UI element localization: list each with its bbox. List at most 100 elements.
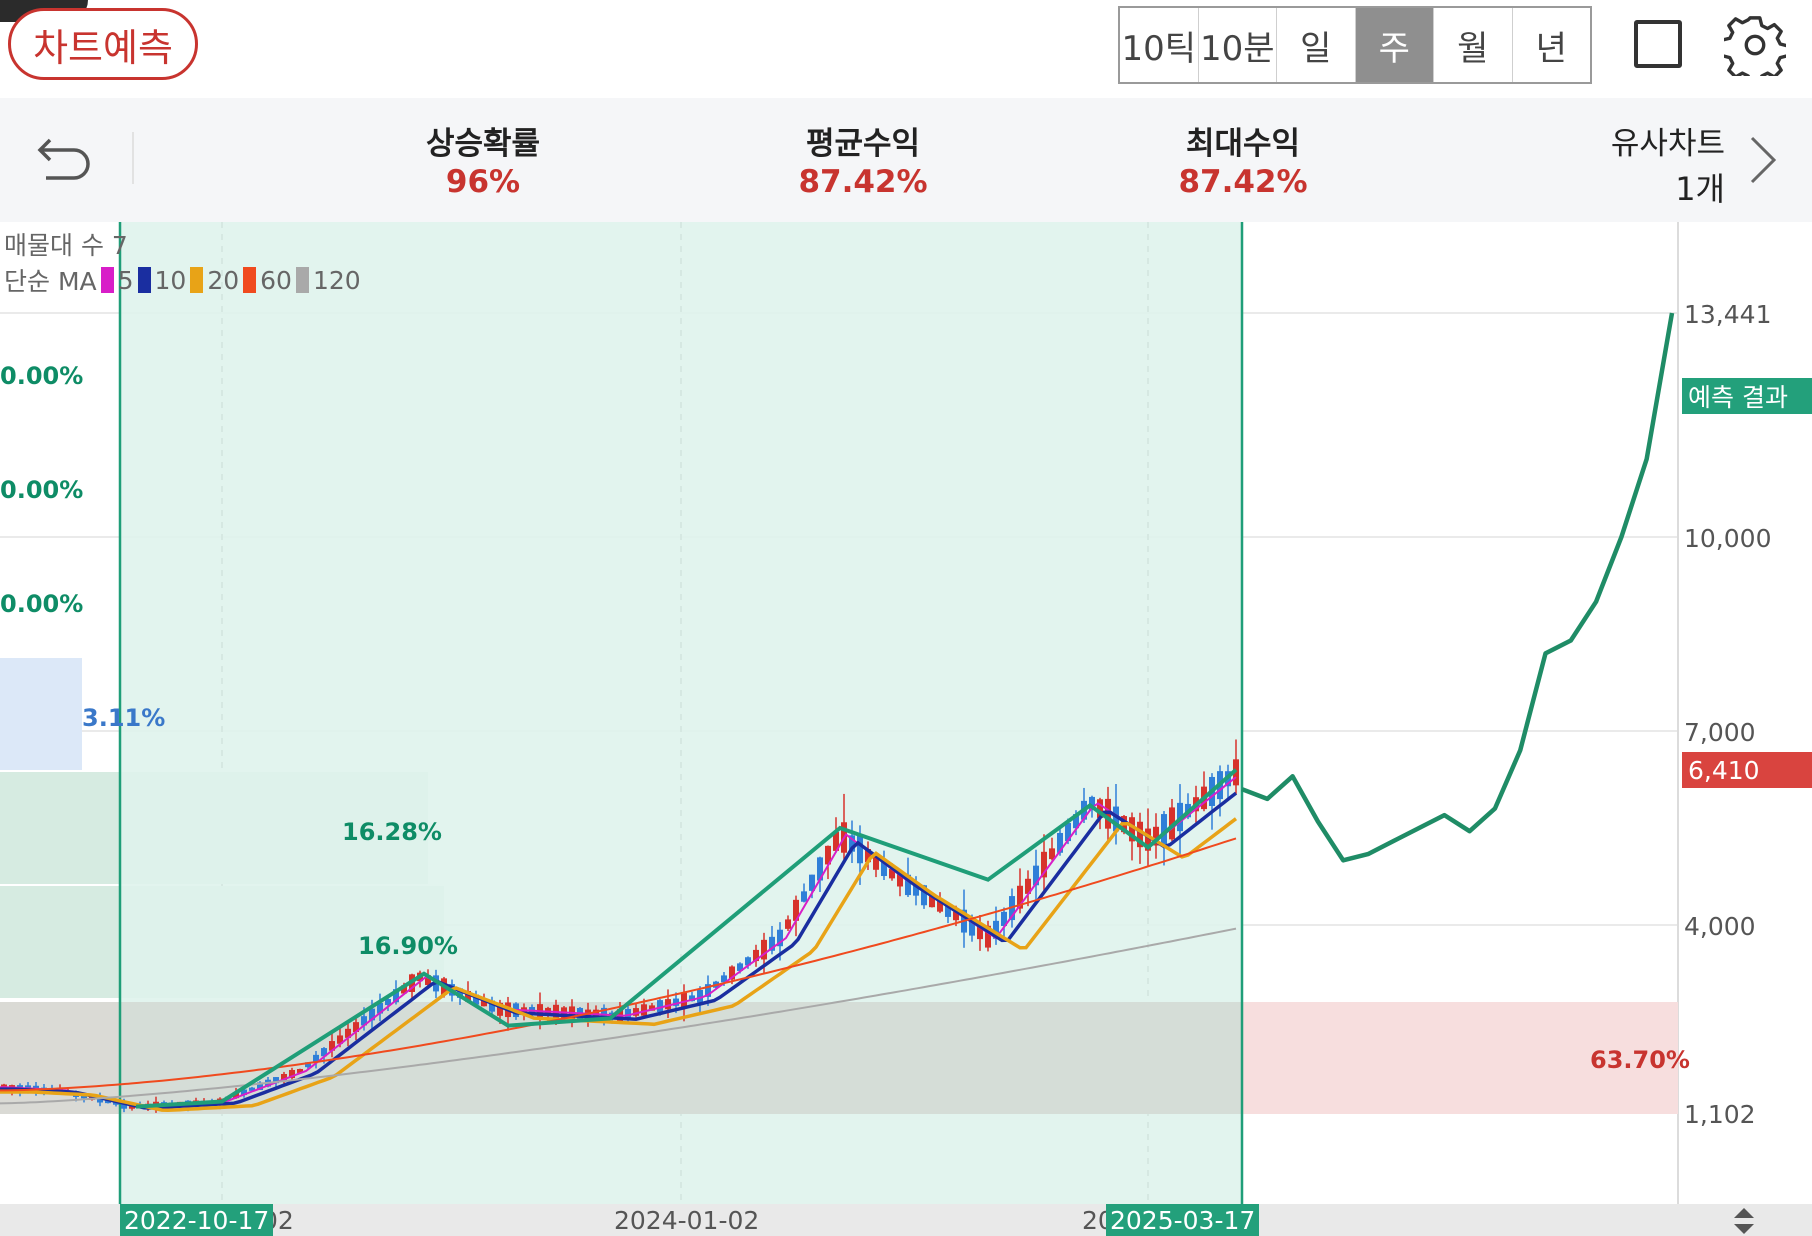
candle-body	[753, 949, 759, 962]
pattern-start-date-tag: 2022-10-17	[120, 1204, 274, 1236]
candle-body	[1089, 796, 1095, 810]
candle-body	[273, 1077, 279, 1084]
candle-body	[977, 923, 983, 940]
candle-body	[689, 995, 695, 1002]
ma60-label: 60	[260, 265, 292, 295]
candle-body	[1129, 817, 1135, 842]
candle-body	[241, 1089, 247, 1096]
candle-body	[1097, 799, 1103, 818]
candle-body	[361, 1016, 367, 1026]
prediction-stats-bar	[0, 98, 1812, 222]
undo-arrow-icon[interactable]	[34, 130, 96, 186]
profile-pct-label: 0.00%	[0, 590, 84, 618]
candle-body	[377, 1002, 383, 1014]
period-tab-10tick[interactable]: 10틱	[1120, 8, 1199, 82]
similar-charts-count[interactable]: 1개	[1675, 170, 1725, 208]
y-axis-label: 4,000	[1684, 912, 1756, 941]
period-tab-year[interactable]: 년	[1535, 28, 1567, 69]
y-axis-scale-handle-icon[interactable]	[1730, 1206, 1758, 1236]
prediction-result-tag: 예측 결과	[1682, 378, 1812, 414]
candle-body	[625, 1008, 631, 1019]
candle-body	[353, 1022, 359, 1033]
candle-body	[489, 1000, 495, 1012]
profile-pct-label: 0.00%	[0, 362, 84, 390]
candle-body	[809, 874, 815, 891]
candle-body	[665, 999, 671, 1010]
candle-body	[873, 853, 879, 870]
candle-body	[777, 929, 783, 947]
candle-body	[697, 989, 703, 1003]
candle-body	[1049, 848, 1055, 860]
candle-body	[785, 919, 791, 929]
price-chart[interactable]	[0, 222, 1812, 1236]
avg-return-label: 평균수익	[805, 126, 921, 162]
profile-pct-label: 3.11%	[82, 704, 166, 732]
ma120-line	[0, 927, 1237, 1105]
candle-body	[857, 835, 863, 864]
chevron-right-icon[interactable]	[1744, 130, 1784, 190]
similar-pattern-highlight	[0, 222, 1244, 1204]
candle-body	[313, 1054, 319, 1062]
candle-body	[321, 1048, 327, 1057]
y-axis-label: 13,441	[1684, 300, 1772, 329]
avg-return-value: 87.42%	[798, 164, 928, 200]
ma5-swatch	[100, 267, 114, 293]
candle-body	[1113, 806, 1119, 832]
gear-icon[interactable]	[1724, 14, 1786, 76]
candle-body	[457, 988, 463, 998]
x-axis-bar	[0, 1204, 1812, 1236]
candle-body	[993, 920, 999, 939]
profile-pct-label: 0.00%	[0, 476, 84, 504]
candle-body	[1153, 826, 1159, 846]
candle-body	[817, 857, 823, 881]
max-return-value: 87.42%	[1178, 164, 1308, 200]
ma5-label: 5	[117, 265, 134, 295]
candle-body	[633, 1008, 639, 1016]
candle-body	[945, 904, 951, 917]
prediction-series-line	[1241, 312, 1675, 863]
ma120-label: 120	[312, 265, 361, 295]
candle-body	[825, 845, 831, 865]
candle-body	[1025, 878, 1031, 894]
candle-body	[1145, 828, 1151, 851]
candle-body	[705, 984, 711, 997]
candle-body	[465, 990, 471, 1002]
candle-body	[937, 899, 943, 912]
moving-averages	[0, 776, 1238, 1113]
candle-body	[913, 884, 919, 896]
candle-body	[105, 1099, 111, 1104]
square-icon[interactable]	[1634, 20, 1682, 68]
candle-body	[1033, 865, 1039, 886]
candle-body	[1073, 814, 1079, 829]
candle-body	[833, 831, 839, 851]
candle-body	[641, 1004, 647, 1016]
candle-body	[1169, 807, 1175, 840]
candle-body	[1017, 885, 1023, 909]
candle-body	[953, 911, 959, 921]
period-tab-week[interactable]: 주	[1355, 8, 1434, 82]
rise-probability-value: 96%	[445, 164, 521, 200]
candle-body	[769, 936, 775, 951]
chart-predict-button[interactable]: 차트예측	[8, 8, 198, 80]
candle-body	[257, 1082, 263, 1091]
y-axis-label: 7,000	[1684, 718, 1756, 747]
rise-probability-label: 상승확률	[425, 126, 541, 162]
profile-band	[0, 658, 82, 770]
top-toolbar: 차트예측 10틱 10분 일 주 월 년	[0, 0, 1812, 98]
candle-body	[297, 1068, 303, 1073]
candle-body	[97, 1096, 103, 1103]
candle-body	[249, 1087, 255, 1091]
period-tab-day[interactable]: 일	[1277, 8, 1356, 82]
similar-charts-label[interactable]: 유사차트	[1610, 126, 1725, 162]
max-return-label: 최대수익	[1185, 126, 1301, 162]
candle-body	[865, 848, 871, 863]
candle-body	[1057, 832, 1063, 853]
period-tab-month[interactable]: 월	[1434, 8, 1513, 82]
candle-body	[289, 1069, 295, 1079]
pattern-line	[135, 768, 1238, 1109]
current-price-tag: 6,410	[1682, 752, 1812, 788]
divider	[132, 132, 134, 184]
period-tab-10min[interactable]: 10분	[1199, 8, 1277, 82]
ma20-swatch	[190, 267, 204, 293]
prediction-line	[1241, 312, 1675, 863]
